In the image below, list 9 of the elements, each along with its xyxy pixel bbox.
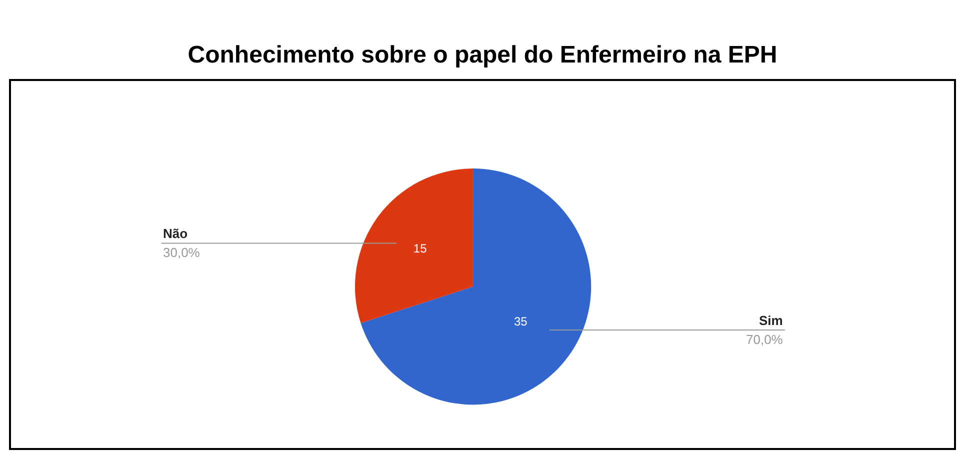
text: 70,0%	[746, 332, 784, 347]
data-label: 15	[413, 241, 428, 256]
slice-label: Não	[163, 226, 188, 241]
pie-slice	[360, 168, 592, 405]
chart-title: Conhecimento sobre o papel do Enfermeiro na EPH	[188, 42, 778, 69]
slice-label: Sim	[759, 313, 783, 328]
pie-slice	[355, 168, 474, 324]
text: 30,0%	[163, 245, 200, 260]
data-label: 35	[514, 314, 528, 328]
